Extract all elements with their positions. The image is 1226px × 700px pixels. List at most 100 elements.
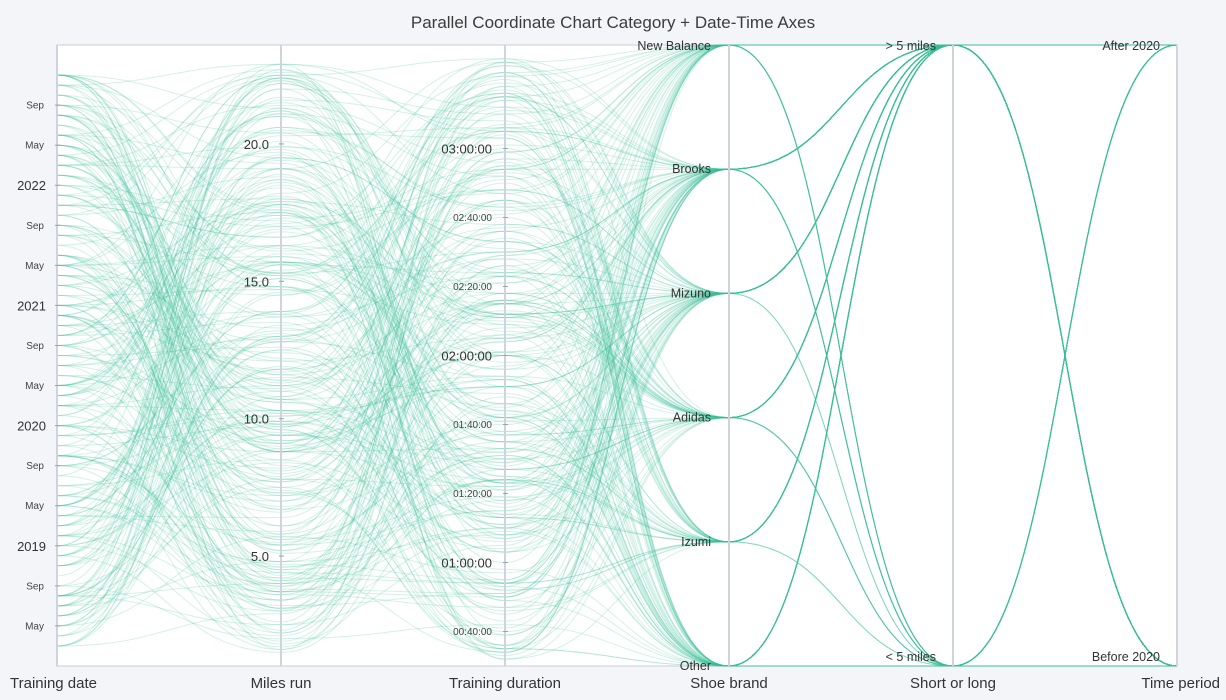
data-line [56, 44, 1178, 667]
data-line [56, 44, 1177, 488]
tick-label: May [25, 381, 44, 392]
data-line [56, 44, 1177, 584]
data-line [56, 44, 1177, 667]
data-line [56, 44, 1177, 667]
data-line [56, 44, 1178, 667]
tick-label: May [25, 261, 44, 272]
data-line [56, 44, 1178, 667]
data-line [56, 44, 1178, 667]
data-line [56, 44, 1178, 667]
data-line [56, 44, 1177, 419]
tick-label: 01:00:00 [441, 556, 492, 571]
data-line [56, 168, 1177, 667]
data-line [56, 44, 1178, 667]
data-line [56, 44, 1178, 667]
data-line [56, 44, 1178, 667]
tick-label: 2022 [17, 178, 46, 193]
plot-area [56, 44, 1178, 667]
data-line [56, 44, 1178, 667]
data-line [56, 44, 1177, 667]
data-line [56, 44, 1177, 484]
data-line [56, 44, 1178, 667]
data-line [56, 44, 1177, 543]
data-line [56, 44, 1177, 477]
axis-title: Training duration [449, 675, 561, 692]
tick-label: Sep [26, 101, 44, 112]
data-line [56, 44, 1178, 667]
tick-label: 02:40:00 [453, 213, 492, 224]
data-line [56, 44, 1177, 543]
data-line [56, 44, 1177, 584]
data-line [56, 44, 1178, 667]
data-line [56, 44, 1177, 667]
data-line [56, 44, 1178, 667]
data-line [56, 44, 1177, 667]
data-line [56, 44, 1177, 208]
data-line [56, 44, 1177, 667]
data-line [56, 44, 1177, 543]
data-line [56, 292, 1177, 667]
data-line [56, 44, 1177, 536]
data-line [56, 299, 1177, 667]
data-line [56, 44, 1177, 381]
axis-title: Training date [10, 675, 97, 692]
data-line [56, 44, 1178, 667]
tick-label: Sep [26, 461, 44, 472]
tick-label: 2021 [17, 298, 46, 313]
data-line [56, 44, 1177, 667]
data-line [56, 44, 1177, 543]
data-line [56, 44, 1177, 453]
data-line [56, 44, 1178, 667]
chart-title: Parallel Coordinate Chart Category + Dat… [411, 13, 815, 32]
tick-label: 01:40:00 [453, 420, 492, 431]
data-line [56, 44, 1178, 667]
data-line [56, 44, 1178, 667]
data-line [56, 44, 1178, 667]
data-line [56, 44, 1177, 667]
data-line [56, 44, 1178, 667]
data-line [56, 168, 1177, 667]
data-line [56, 44, 1177, 667]
data-line [56, 44, 1177, 581]
axis-short-or-long: Short or long > 5 miles < 5 miles [886, 39, 996, 692]
data-line [56, 44, 1177, 501]
data-line [56, 44, 1178, 667]
data-line [56, 44, 1177, 432]
data-line [56, 44, 1178, 667]
data-line [56, 44, 1177, 539]
data-line [56, 44, 1177, 667]
tick-label: 10.0 [244, 412, 269, 427]
data-line [56, 44, 1177, 667]
data-line [56, 44, 1178, 667]
data-line [56, 44, 1177, 564]
data-line [56, 44, 1178, 667]
data-line [56, 44, 1178, 667]
data-line [56, 44, 1178, 667]
data-line [56, 44, 1178, 667]
data-line [56, 44, 1178, 667]
data-line [56, 44, 1177, 543]
axis-title: Shoe brand [690, 675, 768, 692]
data-line [56, 44, 1177, 475]
data-line [56, 44, 1178, 667]
data-line [56, 44, 1178, 667]
data-line [56, 44, 1177, 527]
data-line [56, 585, 1177, 667]
data-line [56, 44, 1178, 667]
data-line [56, 44, 1178, 667]
data-line [56, 44, 1178, 667]
data-line [56, 44, 1177, 667]
data-line [56, 44, 1177, 553]
data-line [56, 44, 1178, 667]
data-line [56, 44, 1178, 667]
axis-title: Miles run [251, 675, 312, 692]
data-line [56, 44, 1177, 667]
data-line [56, 44, 1177, 543]
data-line [56, 168, 1177, 667]
data-line [56, 44, 1178, 667]
category-label: < 5 miles [886, 650, 936, 664]
data-line [56, 44, 1178, 667]
data-line [56, 44, 1177, 636]
data-line [56, 44, 1178, 667]
